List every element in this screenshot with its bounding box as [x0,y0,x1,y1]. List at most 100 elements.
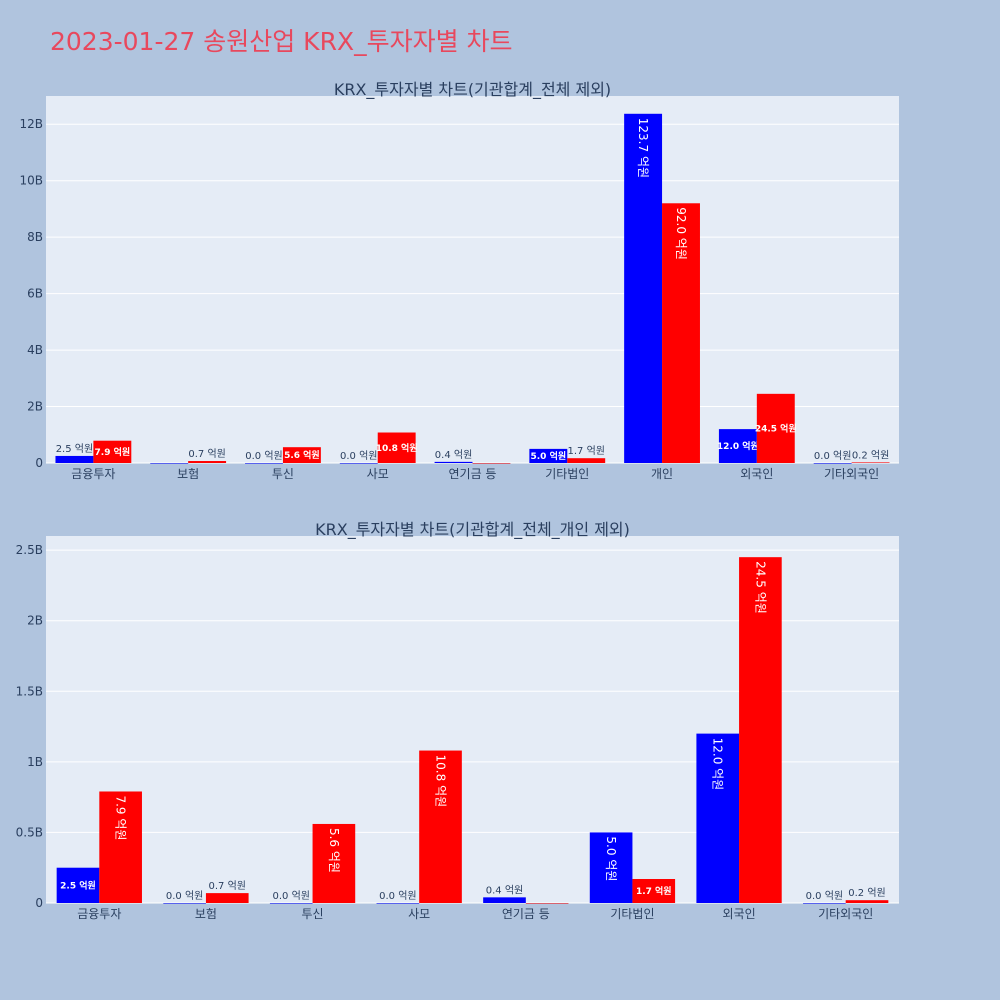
bar-value-label: 10.8 억원 [434,755,448,808]
bar-red [99,791,142,903]
bar-value-label: 12.0 억원 [717,440,759,452]
bar-red [282,447,321,463]
x-tick-label: 연기금 등 [449,467,497,481]
bar-red [756,393,795,463]
y-tick-label: 12B [19,117,43,131]
bar-value-label: 0.7 억원 [209,880,246,892]
bar-value-label: 123.7 억원 [636,118,650,178]
bar-red [377,432,416,463]
bar-blue [55,455,94,463]
bar-value-label: 0.4 억원 [435,449,472,461]
bar-value-label: 0.0 억원 [272,890,309,902]
x-tick-label: 외국인 [723,907,756,921]
chart-2: 0 0.5B 1B 1.5B 2B 2.5B KRX_투자자별 차트(기관합계_전체_개인 … [16,520,899,921]
bar-blue [339,463,378,464]
bar-blue [696,733,740,903]
bar-value-label: 0.2 억원 [852,449,889,461]
bar-red [845,900,889,903]
x-tick-label: 투신 [302,907,324,921]
bar-value-label: 1.7 억원 [567,445,604,457]
bar-value-label: 5.6 억원 [327,828,341,873]
bar-blue [483,897,526,903]
y-tick-label: 0 [35,456,43,470]
bar-blue [150,463,189,464]
bar-value-label: 0.0 억원 [379,890,416,902]
bar-red [739,557,782,903]
bar-red [472,463,511,464]
bar-value-label: 0.0 억원 [814,450,851,462]
bar-value-label: 10.8 억원 [376,442,418,454]
x-tick-label: 외국인 [740,467,773,481]
bar-value-label: 12.0 억원 [711,738,725,791]
y-tick-label: 0 [35,896,43,910]
bar-value-label: 5.6 억원 [284,449,320,461]
bar-value-label: 0.0 억원 [340,450,377,462]
bar-red [93,440,132,463]
x-tick-label: 기타법인 [610,907,654,921]
bar-value-label: 0.0 억원 [806,890,843,902]
x-tick-label: 기타법인 [545,467,589,481]
bar-blue [624,113,663,463]
bar-blue [269,903,313,904]
bar-value-label: 0.0 억원 [245,450,282,462]
x-tick-label: 금융투자 [71,467,115,481]
x-tick-label: 기타외국인 [824,467,879,481]
bar-blue [245,463,283,464]
bar-value-label: 1.7 억원 [636,885,672,897]
bar-blue [589,832,633,903]
chart-title: KRX_투자자별 차트(기관합계_전체_개인 제외) [315,520,630,540]
x-tick-label: 사모 [408,907,430,921]
bar-value-label: 92.0 억원 [674,207,688,260]
chart-1: 0 2B 4B 6B 8B 10B 12B KRX_투자자별 차트(기관합계_전체 제외) 금융… [19,80,899,481]
bar-red [205,893,249,903]
bar-red [567,458,606,463]
y-tick-label: 2.5B [16,543,43,557]
main-title: 2023-01-27 송원산업 KRX_투자자별 차트 [50,27,513,56]
x-tick-label: 보험 [195,907,217,921]
bar-red [525,903,569,904]
bar-blue [718,429,757,463]
x-tick-label: 사모 [367,467,389,481]
y-tick-label: 6B [27,287,43,301]
bar-value-label: 5.0 억원 [604,836,618,881]
y-tick-label: 2B [27,614,43,628]
y-tick-label: 0.5B [16,825,43,839]
bar-value-label: 2.5 억원 [56,443,93,455]
x-tick-label: 투신 [272,467,294,481]
bar-value-label: 5.0 억원 [531,450,567,462]
bar-value-label: 0.4 억원 [486,884,523,896]
bar-blue [56,867,100,903]
bar-value-label: 0.2 억원 [848,887,885,899]
bar-red [188,461,227,463]
chart-title: KRX_투자자별 차트(기관합계_전체 제외) [334,80,611,100]
x-tick-label: 금융투자 [77,907,121,921]
x-tick-label: 연기금 등 [502,907,550,921]
bar-blue [434,461,473,463]
bar-red [662,203,700,463]
bar-red [312,823,356,903]
bar-value-label: 24.5 억원 [753,561,767,614]
bar-value-label: 7.9 억원 [95,446,131,458]
y-tick-label: 10B [19,174,43,188]
y-tick-label: 1B [27,755,43,769]
bar-value-label: 0.0 억원 [166,890,203,902]
bar-blue [376,903,420,904]
y-tick-label: 8B [27,230,43,244]
y-tick-label: 2B [27,400,43,414]
x-tick-label: 기타외국인 [818,907,873,921]
bar-value-label: 2.5 억원 [60,879,96,891]
bar-value-label: 0.7 억원 [188,448,225,460]
bar-red [851,462,890,463]
bar-value-label: 7.9 억원 [114,795,128,840]
bar-red [419,750,462,903]
x-tick-label: 보험 [177,467,199,481]
bar-value-label: 24.5 억원 [755,422,797,434]
bar-blue [813,463,852,464]
bar-blue [529,448,568,463]
y-tick-label: 4B [27,343,43,357]
bar-blue [163,903,206,904]
bar-blue [803,903,846,904]
y-tick-label: 1.5B [16,684,43,698]
